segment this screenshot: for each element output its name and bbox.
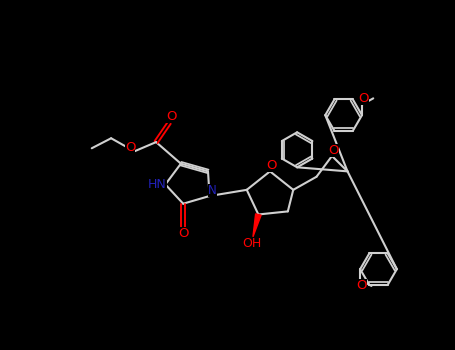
Text: O: O <box>359 92 369 105</box>
Polygon shape <box>253 214 261 237</box>
Text: OH: OH <box>242 237 262 250</box>
Text: N: N <box>208 184 217 197</box>
Text: O: O <box>267 159 277 172</box>
Text: HN: HN <box>148 178 167 191</box>
Text: O: O <box>166 110 176 123</box>
Text: O: O <box>329 144 339 157</box>
Text: O: O <box>357 279 367 292</box>
Text: O: O <box>125 141 136 154</box>
Text: O: O <box>178 226 188 240</box>
